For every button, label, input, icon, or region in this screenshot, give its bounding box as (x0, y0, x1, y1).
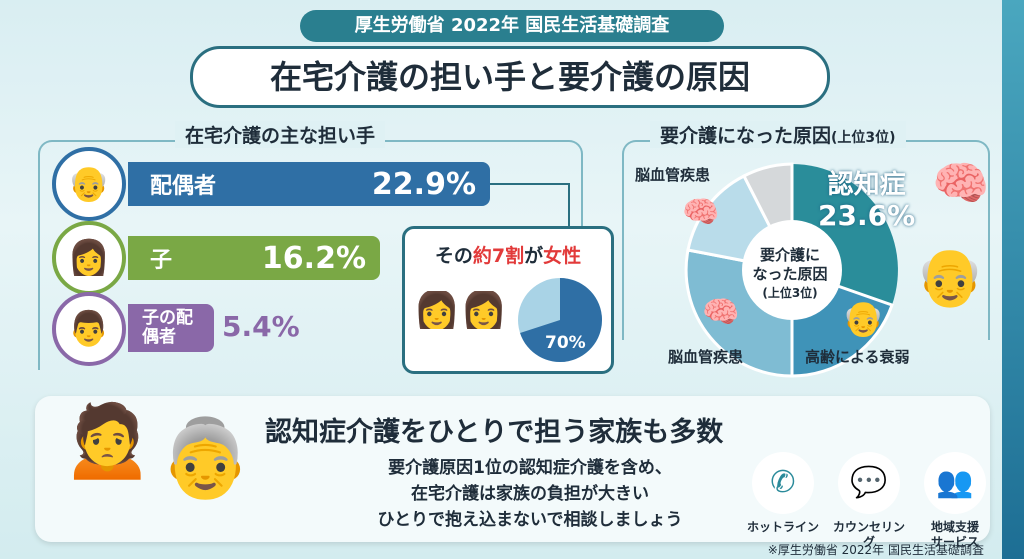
caregivers-heading: 在宅介護の主な担い手 (175, 121, 386, 148)
message-line: ひとりで抱え込まないで相談しましょう (377, 510, 683, 530)
bar-label: 配偶者 (150, 174, 217, 199)
bar-value: 22.9% (371, 166, 476, 202)
bar-label: 子の配偶者 (142, 308, 193, 347)
bar-spouse: 配偶者 22.9% (128, 162, 490, 206)
service-label: 地域支援サービス (930, 520, 979, 549)
phone-icon: ✆ (752, 452, 814, 514)
elderly-couple-avatar: 👴 (52, 147, 126, 221)
pie-slice-70 (520, 278, 603, 362)
female-ratio-pie (518, 278, 603, 362)
brain-icon: 🧠 (702, 295, 740, 330)
callout-highlight-female: 女性 (543, 245, 582, 267)
service-community[interactable]: 👥 地域支援サービス (917, 452, 993, 550)
female-caregivers-icon: 👩👩 (413, 291, 505, 329)
cause-label: 脳血管疾患 (668, 348, 744, 366)
side-strip (1002, 0, 1024, 559)
service-hotline[interactable]: ✆ ホットライン (745, 452, 821, 550)
causes-heading: 要介護になった原因(上位3位) (650, 121, 906, 148)
callout-prefix: その (434, 245, 473, 267)
causes-heading-text: 要介護になった原因 (660, 125, 832, 147)
message-line: 要介護原因1位の認知症介護を含め、 (388, 458, 672, 478)
bar-child-spouse: 子の配偶者 (128, 304, 214, 352)
donut-center-label: 要介護に なった原因 (上位3位) (742, 246, 838, 303)
bar-label: 子 (150, 248, 173, 273)
frail-elderly-icon: 👴 (842, 299, 885, 339)
center-line: なった原因 (752, 265, 828, 283)
callout-mid: が (524, 245, 544, 267)
worried-elderly-icon: 👴 (915, 245, 985, 310)
source-label: 厚生労働省 2022年 国民生活基礎調査 (300, 10, 724, 42)
support-services: ✆ ホットライン 💬 カウンセリング 👥 地域支援サービス (745, 452, 993, 550)
causes-heading-suffix: (上位3位) (831, 130, 896, 146)
top-cause: 認知症 23.6% (818, 170, 915, 232)
footnote: ※厚生労働省 2022年 国民生活基礎調査 (767, 543, 984, 557)
service-counseling[interactable]: 💬 カウンセリング (831, 452, 907, 550)
bar-value: 5.4% (222, 310, 300, 343)
family-avatar: 👩 (52, 221, 126, 295)
service-label: ホットライン (746, 520, 819, 534)
bottom-headline: 認知症介護をひとりで担う家族も多数 (265, 417, 724, 448)
bottom-panel (35, 396, 990, 542)
chat-icon: 💬 (838, 452, 900, 514)
donut-hole (742, 220, 842, 320)
couple-avatar: 👨 (52, 292, 126, 366)
community-support-icon: 👥 (924, 452, 986, 514)
service-label: カウンセリング (832, 520, 905, 549)
page-title: 在宅介護の担い手と要介護の原因 (190, 46, 830, 108)
cause-label: 高齢による衰弱 (805, 348, 910, 366)
bar-child: 子 16.2% (128, 236, 380, 280)
brain-icon: 🧠 (682, 195, 720, 230)
top-cause-value: 23.6% (818, 199, 916, 232)
message-line: 在宅介護は家族の負担が大きい (411, 484, 649, 504)
bottom-message: 要介護原因1位の認知症介護を含め、 在宅介護は家族の負担が大きいひとりで抱え込まな… (330, 455, 730, 533)
top-cause-label: 認知症 (827, 170, 906, 200)
center-line: (上位3位) (762, 286, 818, 300)
elderly-illustration: 👵 (158, 413, 253, 502)
bar-value: 16.2% (261, 240, 366, 276)
callout-text: その約7割が女性 (405, 241, 611, 268)
connector-line (490, 183, 570, 228)
caregiver-illustration: 🙍 (60, 393, 155, 482)
cause-label: 脳血管疾患 (635, 166, 711, 184)
female-ratio-callout: その約7割が女性 👩👩 70% (402, 226, 614, 374)
brain-icon: 🧠 (932, 156, 990, 210)
pie-label: 70% (545, 333, 586, 353)
callout-highlight-ratio: 約7割 (472, 245, 525, 267)
center-line: 要介護に (759, 246, 820, 264)
causes-donut (684, 162, 898, 378)
